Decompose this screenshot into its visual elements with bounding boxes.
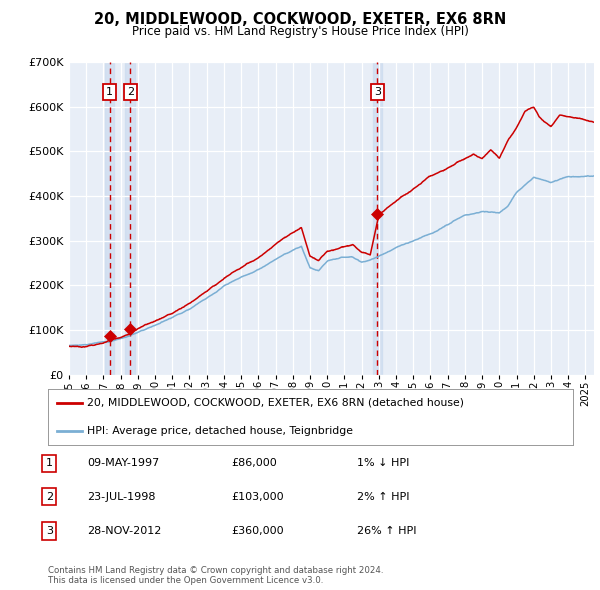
Bar — [125, 62, 135, 375]
Text: 20, MIDDLEWOOD, COCKWOOD, EXETER, EX6 8RN (detached house): 20, MIDDLEWOOD, COCKWOOD, EXETER, EX6 8R… — [88, 398, 464, 408]
Text: 1: 1 — [46, 458, 53, 468]
Text: HPI: Average price, detached house, Teignbridge: HPI: Average price, detached house, Teig… — [88, 426, 353, 436]
Text: 3: 3 — [46, 526, 53, 536]
Text: 23-JUL-1998: 23-JUL-1998 — [87, 492, 155, 502]
Text: £86,000: £86,000 — [231, 458, 277, 468]
Bar — [105, 62, 114, 375]
Text: 3: 3 — [374, 87, 381, 97]
Text: £103,000: £103,000 — [231, 492, 284, 502]
Text: £360,000: £360,000 — [231, 526, 284, 536]
Text: Price paid vs. HM Land Registry's House Price Index (HPI): Price paid vs. HM Land Registry's House … — [131, 25, 469, 38]
Text: Contains HM Land Registry data © Crown copyright and database right 2024.
This d: Contains HM Land Registry data © Crown c… — [48, 566, 383, 585]
Text: 2% ↑ HPI: 2% ↑ HPI — [357, 492, 409, 502]
Text: 09-MAY-1997: 09-MAY-1997 — [87, 458, 159, 468]
Text: 20, MIDDLEWOOD, COCKWOOD, EXETER, EX6 8RN: 20, MIDDLEWOOD, COCKWOOD, EXETER, EX6 8R… — [94, 12, 506, 27]
Text: 28-NOV-2012: 28-NOV-2012 — [87, 526, 161, 536]
Text: 26% ↑ HPI: 26% ↑ HPI — [357, 526, 416, 536]
Text: 2: 2 — [46, 492, 53, 502]
Text: 1: 1 — [106, 87, 113, 97]
Bar — [373, 62, 382, 375]
Text: 1% ↓ HPI: 1% ↓ HPI — [357, 458, 409, 468]
Text: 2: 2 — [127, 87, 134, 97]
